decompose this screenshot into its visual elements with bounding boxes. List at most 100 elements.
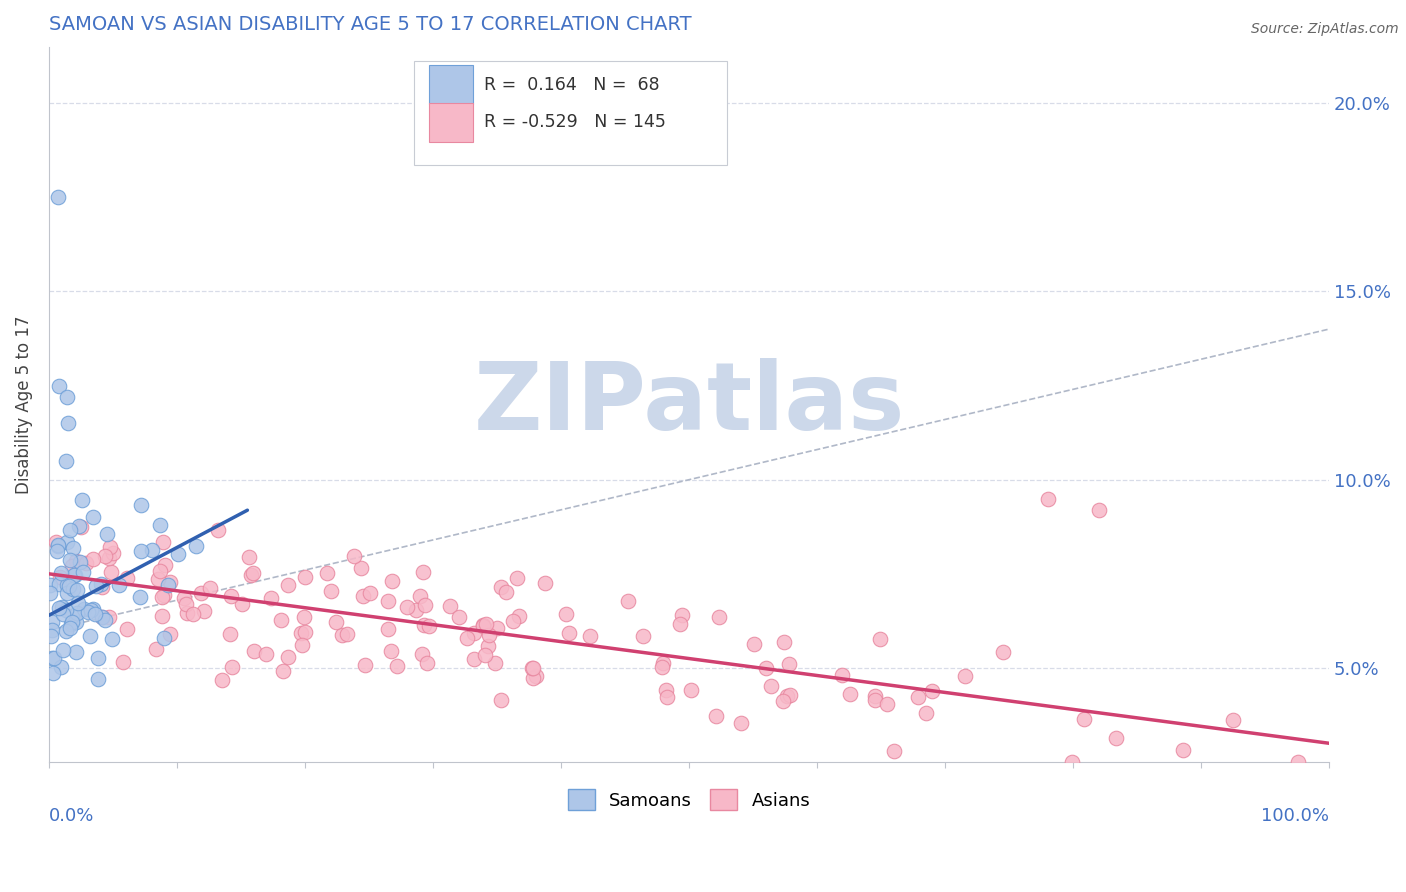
Y-axis label: Disability Age 5 to 17: Disability Age 5 to 17 [15, 315, 32, 493]
Point [82, 552, 104, 566]
Point [277, 650, 299, 665]
Point [91, 610, 114, 624]
Point [62, 582, 84, 596]
Point [207, 523, 229, 537]
Point [343, 549, 366, 563]
Point [779, 688, 801, 702]
Point [152, 535, 174, 549]
Point [831, 668, 853, 682]
Point [839, 687, 862, 701]
Point [863, 689, 886, 703]
Point [100, 632, 122, 647]
Point [56, 578, 79, 592]
Point [1173, 742, 1195, 756]
Point [46, 190, 69, 204]
Point [1087, 503, 1109, 517]
Point [405, 603, 427, 617]
Point [62, 541, 84, 555]
Point [41, 665, 63, 680]
Point [761, 679, 783, 693]
Point [243, 644, 266, 658]
Point [502, 614, 524, 628]
Point [669, 617, 692, 632]
Point [70, 492, 93, 507]
Point [412, 618, 434, 632]
Point [45, 535, 67, 549]
Point [1062, 755, 1084, 769]
Point [773, 635, 796, 649]
Point [173, 591, 195, 606]
Point [418, 619, 440, 633]
Point [377, 593, 399, 607]
Point [60, 609, 83, 624]
Point [48, 577, 70, 591]
Point [39, 586, 62, 600]
Point [153, 588, 176, 602]
FancyBboxPatch shape [429, 103, 472, 142]
Point [174, 597, 197, 611]
Point [157, 578, 180, 592]
Point [755, 660, 778, 674]
Point [44, 650, 66, 665]
Point [87, 672, 110, 686]
Point [387, 659, 409, 673]
Point [153, 632, 176, 646]
Point [67, 519, 90, 533]
Point [395, 600, 418, 615]
Point [150, 590, 173, 604]
Point [524, 669, 547, 683]
Point [411, 648, 433, 662]
Point [681, 683, 703, 698]
Text: 100.0%: 100.0% [1261, 807, 1329, 825]
Point [1073, 712, 1095, 726]
Point [94, 549, 117, 563]
Point [58, 553, 80, 567]
Point [495, 584, 517, 599]
Point [1222, 714, 1244, 728]
Point [58, 579, 80, 593]
Point [352, 589, 374, 603]
Point [381, 574, 404, 588]
Point [112, 656, 135, 670]
Point [150, 608, 173, 623]
Point [63, 568, 86, 582]
Point [409, 589, 432, 603]
Point [159, 627, 181, 641]
Point [380, 644, 402, 658]
Point [66, 606, 89, 620]
Point [56, 534, 79, 549]
Point [56, 390, 79, 404]
Point [508, 608, 530, 623]
Point [41, 615, 63, 629]
Point [75, 556, 97, 570]
Point [48, 570, 70, 584]
Point [56, 416, 79, 430]
Text: SAMOAN VS ASIAN DISABILITY AGE 5 TO 17 CORRELATION CHART: SAMOAN VS ASIAN DISABILITY AGE 5 TO 17 C… [49, 15, 692, 34]
Point [97, 551, 120, 566]
Point [907, 690, 929, 704]
Point [651, 657, 673, 671]
Text: ZIPatlas: ZIPatlas [474, 359, 904, 450]
Point [82, 509, 104, 524]
Point [316, 566, 339, 581]
Point [60, 615, 83, 630]
Point [98, 540, 121, 554]
Point [319, 584, 342, 599]
Point [555, 607, 578, 621]
Point [55, 585, 77, 599]
Point [953, 669, 976, 683]
Point [294, 570, 316, 584]
Point [129, 544, 152, 558]
Point [534, 575, 557, 590]
Point [193, 604, 215, 618]
Point [617, 593, 640, 607]
Point [46, 539, 69, 553]
Point [73, 602, 96, 616]
Point [49, 659, 72, 673]
Point [631, 629, 654, 643]
Point [238, 550, 260, 565]
Text: 0.0%: 0.0% [49, 807, 94, 825]
Point [41, 624, 63, 638]
Point [72, 565, 94, 579]
Point [41, 650, 63, 665]
